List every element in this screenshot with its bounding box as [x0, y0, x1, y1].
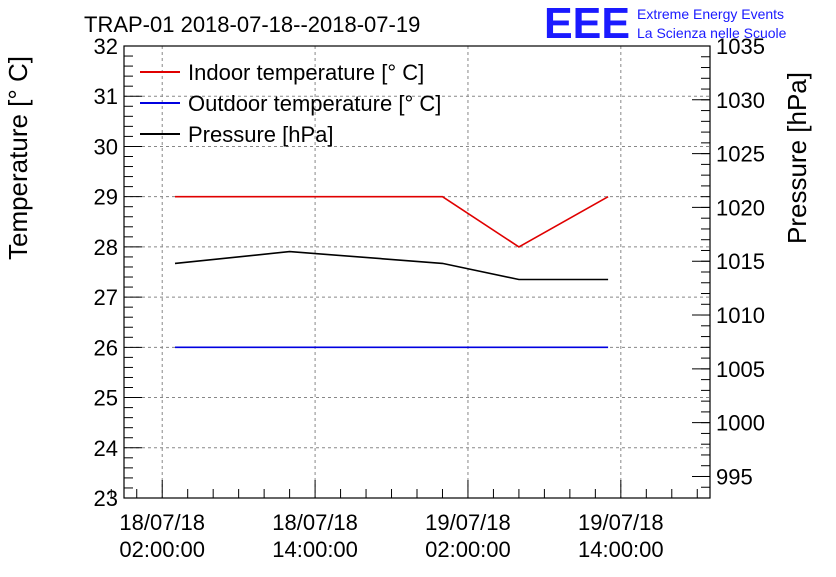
- y2-tick-label: 1005: [716, 357, 765, 382]
- x-tick-label-time: 02:00:00: [119, 537, 205, 562]
- axes: 23 24 25 26 27 28 29 30 31 32 995 1000 1005 1010 1015 1…: [94, 34, 765, 562]
- x-tick-label-time: 02:00:00: [425, 537, 511, 562]
- y2-tick-label: 1010: [716, 303, 765, 328]
- legend-label: Pressure [hPa]: [188, 122, 334, 147]
- series: [174, 195, 609, 349]
- chart-title: TRAP-01 2018-07-18--2018-07-19: [84, 12, 420, 37]
- x-tick-label-time: 14:00:00: [578, 537, 664, 562]
- legend-label: Outdoor temperature [° C]: [188, 91, 441, 116]
- eee-logo: EEE Extreme Energy Events La Scienza nel…: [544, 0, 787, 48]
- y2-tick-label: 1020: [716, 195, 765, 220]
- y-tick-label: 31: [94, 84, 118, 109]
- y2-tick-label: 1025: [716, 142, 765, 167]
- eee-logo-mark: EEE: [544, 0, 630, 48]
- y-tick-label: 23: [94, 486, 118, 511]
- y-tick-label: 28: [94, 235, 118, 260]
- legend: Indoor temperature [° C] Outdoor temperat…: [140, 60, 441, 147]
- y2-axis-label: Pressure [hPa]: [782, 72, 812, 244]
- y-tick-label: 26: [94, 335, 118, 360]
- y2-tick-label: 1000: [716, 411, 765, 436]
- y-tick-label: 24: [94, 436, 118, 461]
- y-tick-label: 25: [94, 386, 118, 411]
- x-tick-label-date: 18/07/18: [272, 510, 358, 535]
- x-tick-label-date: 19/07/18: [578, 510, 664, 535]
- series-line-3: [174, 250, 609, 281]
- y-tick-label: 32: [94, 34, 118, 59]
- x-tick-label-date: 18/07/18: [119, 510, 205, 535]
- series-line-1: [175, 195, 609, 248]
- y2-tick-label: 1015: [716, 249, 765, 274]
- y-axis-label: Temperature [° C]: [3, 56, 33, 260]
- y-tick-label: 29: [94, 185, 118, 210]
- x-tick-label-time: 14:00:00: [272, 537, 358, 562]
- x-tick-label-date: 19/07/18: [425, 510, 511, 535]
- logo-line-2: La Scienza nelle Scuole: [637, 25, 787, 41]
- logo-line-1: Extreme Energy Events: [637, 6, 784, 22]
- legend-label: Indoor temperature [° C]: [188, 60, 424, 85]
- y-tick-label: 30: [94, 134, 118, 159]
- y2-tick-label: 995: [716, 464, 753, 489]
- y2-tick-label: 1035: [716, 34, 765, 59]
- y2-tick-label: 1030: [716, 88, 765, 113]
- y-tick-label: 27: [94, 285, 118, 310]
